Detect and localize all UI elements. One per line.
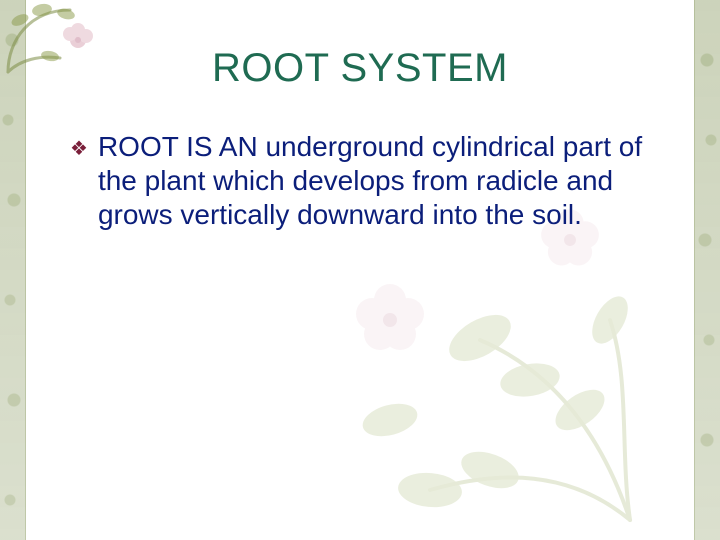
slide-title: ROOT SYSTEM (0, 46, 720, 91)
slide-body: ❖ ROOT IS AN underground cylindrical par… (70, 130, 670, 232)
bullet-item: ❖ ROOT IS AN underground cylindrical par… (70, 130, 670, 232)
diamond-bullet-icon: ❖ (70, 132, 88, 166)
body-text: ROOT IS AN underground cylindrical part … (98, 130, 670, 232)
slide: ROOT SYSTEM ❖ ROOT IS AN underground cyl… (0, 0, 720, 540)
